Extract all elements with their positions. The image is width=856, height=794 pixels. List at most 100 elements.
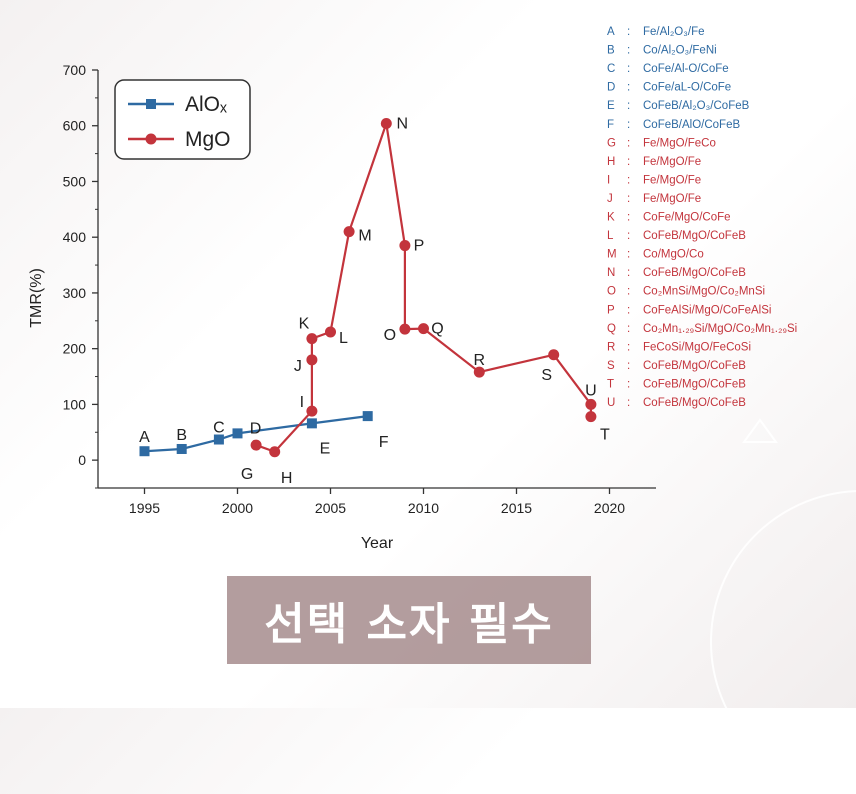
data-point-C bbox=[213, 434, 224, 445]
key-letter: T bbox=[607, 378, 614, 390]
key-structure: CoFeB/MgO/CoFeB bbox=[643, 360, 746, 372]
key-letter: N bbox=[607, 267, 615, 279]
key-structure: Fe/MgO/FeCo bbox=[643, 137, 716, 149]
key-separator: : bbox=[627, 119, 630, 131]
legend-mgo-marker bbox=[145, 133, 157, 145]
data-point-G bbox=[250, 439, 262, 451]
x-tick-label: 1995 bbox=[129, 500, 160, 516]
point-label-U: U bbox=[585, 382, 597, 399]
data-point-N bbox=[380, 118, 392, 130]
point-label-R: R bbox=[474, 352, 486, 369]
point-label-P: P bbox=[414, 238, 425, 255]
key-separator: : bbox=[627, 174, 630, 186]
series-line-alox bbox=[144, 415, 368, 453]
point-label-M: M bbox=[358, 228, 371, 245]
key-separator: : bbox=[627, 26, 630, 38]
key-separator: : bbox=[627, 360, 630, 372]
key-structure: Fe/Al₂O₃/Fe bbox=[643, 26, 705, 38]
y-tick-label: 100 bbox=[63, 396, 87, 412]
key-letter: H bbox=[607, 156, 615, 168]
chart-axes bbox=[97, 70, 656, 489]
key-letter: F bbox=[607, 119, 614, 131]
point-label-T: T bbox=[600, 427, 610, 444]
y-tick-label: 500 bbox=[63, 173, 87, 189]
key-separator: : bbox=[627, 100, 630, 112]
x-tick-label: 2015 bbox=[501, 500, 532, 516]
point-label-F: F bbox=[379, 434, 389, 451]
key-structure: CoFe/aL-O/CoFe bbox=[643, 82, 731, 94]
point-label-J: J bbox=[294, 358, 302, 375]
key-letter: S bbox=[607, 360, 615, 372]
key-letter: U bbox=[607, 397, 615, 409]
key-structure: Co₂Mn₁.₂₉Si/MgO/Co₂Mn₁.₂₉Si bbox=[643, 323, 797, 335]
legend-alox-label: AlOₓ bbox=[185, 93, 227, 116]
data-point-M bbox=[343, 226, 355, 238]
point-label-A: A bbox=[139, 429, 150, 446]
key-separator: : bbox=[627, 45, 630, 57]
key-letter: E bbox=[607, 100, 615, 112]
data-point-K bbox=[306, 333, 318, 345]
key-structure: Co/MgO/Co bbox=[643, 249, 704, 261]
data-point-Q bbox=[418, 323, 429, 335]
key-letter: B bbox=[607, 45, 615, 57]
data-point-B bbox=[176, 443, 187, 454]
key-separator: : bbox=[627, 249, 630, 261]
key-letter: M bbox=[607, 249, 617, 261]
point-label-D: D bbox=[250, 420, 262, 437]
data-point-I bbox=[306, 405, 318, 417]
key-structure: CoFe/MgO/CoFe bbox=[643, 212, 731, 224]
key-separator: : bbox=[627, 397, 630, 409]
legend-mgo-label: MgO bbox=[185, 128, 231, 151]
data-point-F bbox=[362, 411, 373, 422]
point-label-G: G bbox=[241, 466, 253, 483]
key-letter: K bbox=[607, 212, 615, 224]
key-structure: CoFeAlSi/MgO/CoFeAlSi bbox=[643, 304, 771, 316]
point-label-H: H bbox=[281, 470, 293, 487]
key-separator: : bbox=[627, 323, 630, 335]
key-structure: CoFe/Al-O/CoFe bbox=[643, 63, 729, 75]
point-label-C: C bbox=[213, 420, 225, 437]
data-point-D bbox=[232, 428, 243, 439]
key-separator: : bbox=[627, 304, 630, 316]
x-tick-label: 2020 bbox=[594, 500, 625, 516]
key-structure: Co/Al₂O₃/FeNi bbox=[643, 45, 717, 57]
y-tick-label: 700 bbox=[63, 62, 87, 78]
point-label-K: K bbox=[299, 316, 310, 333]
caption-banner: 선택 소자 필수 bbox=[227, 576, 591, 664]
data-point-R bbox=[473, 366, 485, 378]
y-tick-label: 0 bbox=[78, 452, 86, 468]
data-point-L bbox=[325, 326, 336, 338]
key-separator: : bbox=[627, 378, 630, 390]
data-point-H bbox=[269, 446, 281, 458]
key-structure: CoFeB/MgO/CoFeB bbox=[643, 230, 746, 242]
data-point-T bbox=[585, 411, 597, 423]
point-label-E: E bbox=[320, 440, 331, 457]
y-tick-label: 200 bbox=[63, 341, 87, 357]
key-separator: : bbox=[627, 286, 630, 298]
x-tick-label: 2000 bbox=[222, 500, 253, 516]
key-structure: FeCoSi/MgO/FeCoSi bbox=[643, 341, 751, 353]
key-structure: CoFeB/AlO/CoFeB bbox=[643, 119, 740, 131]
x-axis-title: Year bbox=[361, 535, 394, 552]
key-letter: L bbox=[607, 230, 614, 242]
data-point-J bbox=[306, 354, 318, 366]
chart-legend: AlOₓ MgO bbox=[114, 79, 251, 160]
key-separator: : bbox=[627, 212, 630, 224]
key-letter: R bbox=[607, 341, 615, 353]
key-structure: CoFeB/MgO/CoFeB bbox=[643, 267, 746, 279]
key-separator: : bbox=[627, 341, 630, 353]
key-separator: : bbox=[627, 267, 630, 279]
legend-alox-marker bbox=[146, 99, 156, 109]
tmr-chart: 1995 2000 2005 2010 2015 2020 0 100 200 300 400 500… bbox=[28, 26, 797, 552]
x-tick-label: 2010 bbox=[408, 500, 439, 516]
key-letter: Q bbox=[607, 323, 616, 335]
key-structure: Co₂MnSi/MgO/Co₂MnSi bbox=[643, 286, 765, 298]
y-tick-label: 400 bbox=[63, 229, 87, 245]
data-point-U bbox=[585, 398, 597, 410]
point-label-O: O bbox=[384, 327, 396, 344]
point-label-S: S bbox=[541, 367, 552, 384]
point-label-I: I bbox=[300, 394, 304, 411]
key-separator: : bbox=[627, 193, 630, 205]
data-point-A bbox=[139, 446, 150, 457]
key-letter: J bbox=[607, 193, 613, 205]
